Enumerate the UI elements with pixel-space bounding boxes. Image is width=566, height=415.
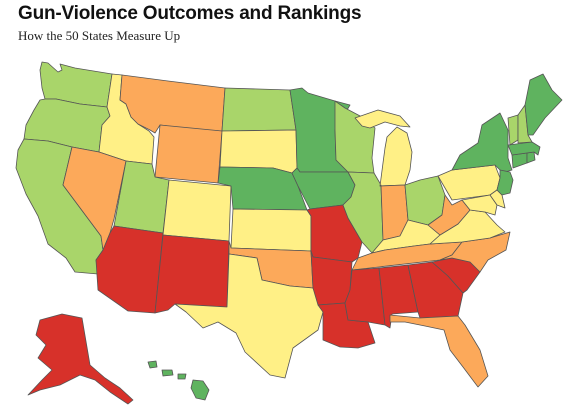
state-MI[interactable] <box>354 109 413 187</box>
state-RI[interactable] <box>526 151 536 164</box>
state-KS[interactable] <box>230 208 312 252</box>
state-SD[interactable] <box>219 129 298 174</box>
state-HI[interactable] <box>147 360 210 401</box>
state-NC[interactable] <box>439 231 511 273</box>
state-ND[interactable] <box>221 87 297 132</box>
state-NJ[interactable] <box>496 169 514 196</box>
state-TX[interactable] <box>174 253 324 379</box>
page-subtitle: How the 50 States Measure Up <box>18 28 181 43</box>
state-NH[interactable] <box>517 104 533 144</box>
state-IL[interactable] <box>342 171 384 254</box>
state-FL[interactable] <box>389 314 489 388</box>
state-MA[interactable] <box>507 141 541 156</box>
state-MS[interactable] <box>344 267 386 326</box>
state-AK[interactable] <box>27 313 134 405</box>
page-title: Gun-Violence Outcomes and Rankings <box>18 3 362 24</box>
state-NM[interactable] <box>154 234 230 314</box>
state-CO[interactable] <box>162 179 232 242</box>
state-VT[interactable] <box>507 114 519 146</box>
state-WI[interactable] <box>334 100 376 174</box>
state-NY[interactable] <box>451 112 513 173</box>
state-CT[interactable] <box>511 152 528 169</box>
state-WY[interactable] <box>154 124 223 184</box>
state-ME[interactable] <box>524 73 563 136</box>
